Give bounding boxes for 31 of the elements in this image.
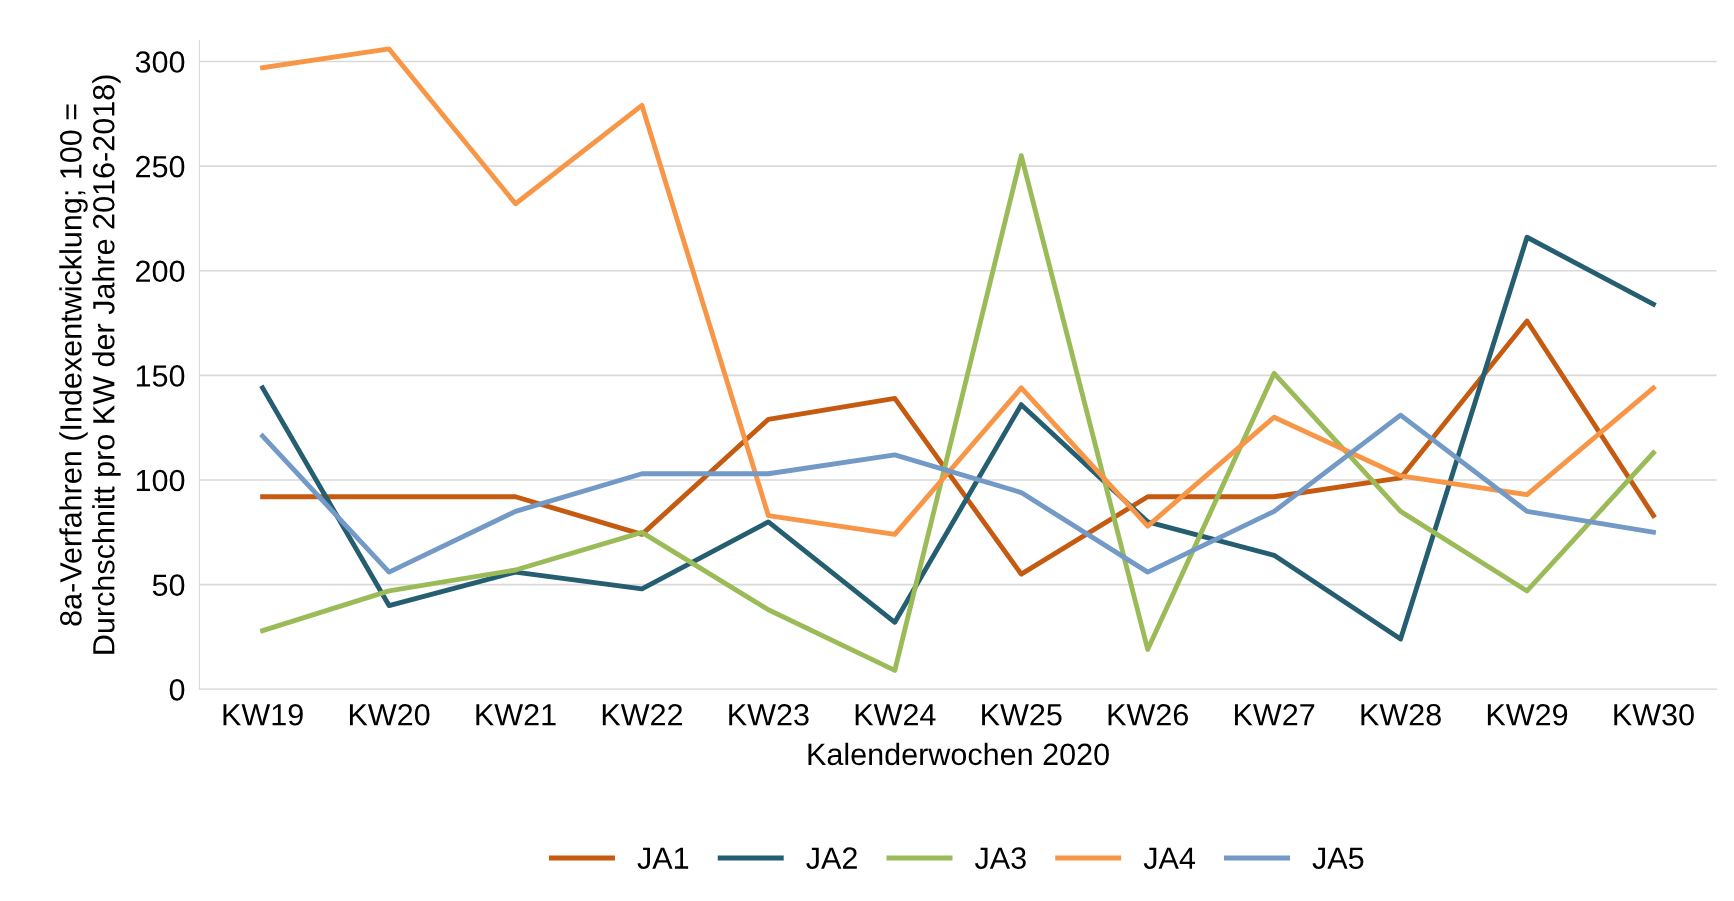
y-tick-label: 250 — [136, 155, 185, 178]
line-series — [260, 234, 1656, 642]
x-tick-label: KW28 — [1361, 703, 1441, 726]
legend-label: JA5 — [1312, 847, 1364, 869]
x-tick-label: KW21 — [476, 703, 556, 726]
y-tick-label: 100 — [136, 469, 185, 492]
legend-label: JA2 — [806, 847, 857, 869]
x-tick-label: KW30 — [1614, 703, 1694, 726]
y-tick-label: 50 — [152, 574, 185, 597]
x-tick-label: KW23 — [729, 703, 809, 726]
x-tick-label: KW27 — [1235, 703, 1315, 726]
x-tick-label: KW24 — [855, 703, 936, 726]
legend-label: JA4 — [1143, 847, 1196, 869]
line-series — [260, 412, 1656, 575]
x-tick-label: KW19 — [223, 703, 303, 726]
x-tick-label: KW22 — [602, 703, 683, 726]
y-tick-label: 150 — [136, 365, 185, 387]
line-series — [260, 153, 1656, 673]
y-tick-label: 300 — [135, 51, 185, 73]
x-tick-label: KW26 — [1108, 703, 1188, 726]
legend-label: JA3 — [974, 847, 1026, 869]
legend-label: JA1 — [637, 847, 689, 869]
line-series — [260, 318, 1656, 577]
x-tick-label: KW29 — [1487, 703, 1568, 726]
x-axis-title: Kalenderwochen 2020 — [808, 742, 1109, 766]
x-tick-label: KW25 — [982, 703, 1062, 726]
x-tick-label: KW20 — [349, 703, 430, 726]
y-axis-title: 8a-Verfahren (Indexentwicklung; 100 = Durchschnitt pro KW der Jahre 2016-2018) — [59, 75, 121, 654]
y-tick-label: 200 — [136, 260, 185, 283]
line-series — [260, 46, 1656, 537]
y-tick-label: 0 — [169, 679, 185, 701]
